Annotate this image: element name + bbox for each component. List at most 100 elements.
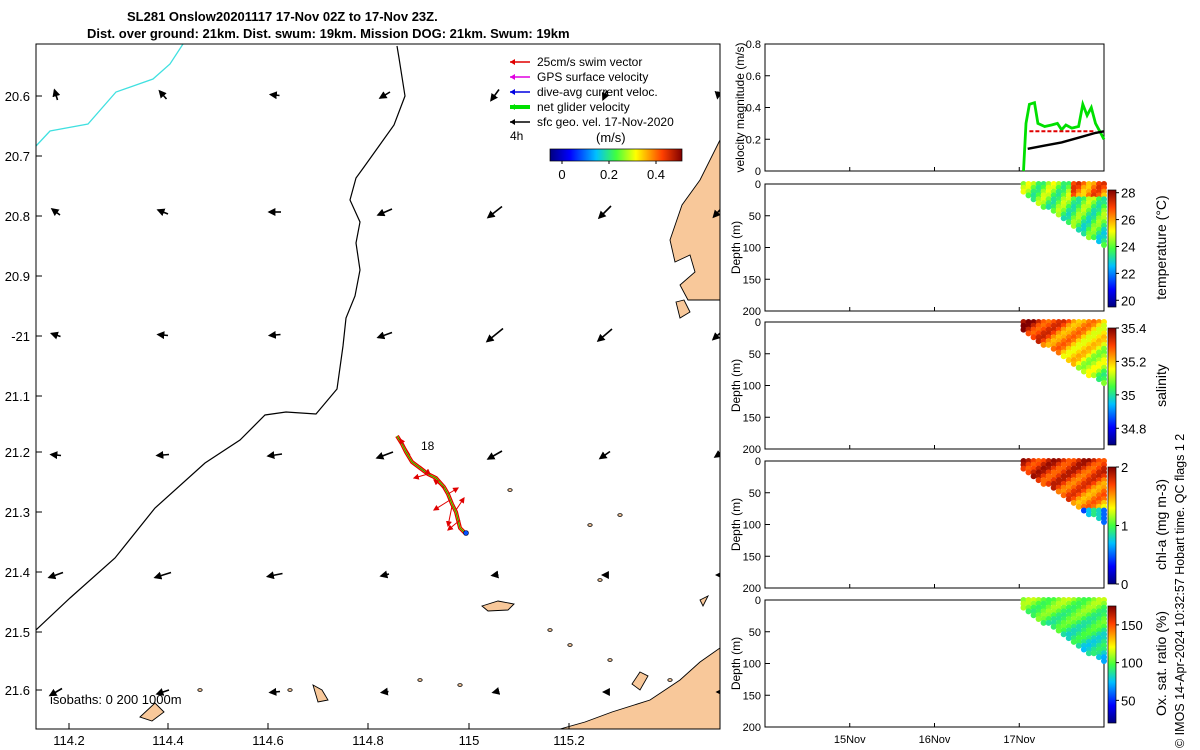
profile-panel: 0 50 100 150 200 Depth (m) 34.8 35 35.2 35.4 salin… [729, 317, 1169, 456]
swim-vector [447, 487, 460, 495]
map-y-tick-label: 20.8 [5, 209, 30, 224]
velocity-vector [490, 570, 499, 579]
profile-sample [1050, 623, 1057, 630]
track-end-marker [463, 530, 469, 536]
map-y-tick-label: 21.6 [5, 683, 30, 698]
colorbar-tick-label: 35.2 [1121, 354, 1146, 369]
velocity-vector [379, 570, 390, 579]
colorbar-tick-label: 20 [1121, 293, 1135, 308]
isobath-200m [36, 45, 406, 631]
profile-sample [1065, 219, 1072, 226]
map-x-tick-label: 115.2 [553, 733, 585, 748]
legend-label: net glider velocity [537, 100, 630, 114]
land-polygon [669, 139, 720, 301]
profile-sample [1075, 226, 1082, 233]
velocity-vector [265, 571, 283, 580]
legend-arrowhead [510, 74, 515, 80]
profile-dots [1020, 458, 1107, 525]
profile-sample [1075, 364, 1082, 371]
islet [197, 688, 203, 692]
colorbar-tick-label: 34.8 [1121, 421, 1146, 436]
legend-label: GPS surface velocity [537, 70, 648, 84]
velocity-vector [268, 91, 280, 100]
swim-vector [432, 499, 451, 511]
colorbar-tick-label: 35.4 [1121, 321, 1146, 336]
profile-panel: 0 50 100 150 200 Depth (m) 20 22 24 26 28 temperatu… [729, 179, 1169, 318]
swim-vector [399, 437, 411, 456]
y-tick-label: 0 [755, 595, 761, 607]
velocity-vector [155, 688, 170, 696]
colorbar-tick-label: 100 [1121, 656, 1143, 671]
colorbar-tick-label: 2 [1121, 460, 1128, 475]
y-tick-label: 0 [755, 179, 761, 191]
profile-sample [1035, 200, 1042, 207]
track-label: 18 [421, 439, 435, 453]
y-axis-label: Depth (m) [729, 498, 743, 551]
velocity-vector [491, 687, 501, 695]
panel-colorbar [1107, 466, 1117, 585]
velocity-vector [598, 450, 611, 460]
y-axis-label: velocity magnitude (m/s) [733, 42, 747, 172]
profile-sample [1101, 519, 1107, 525]
colorbar-tick-label: 28 [1121, 186, 1135, 201]
profile-sample [1080, 646, 1087, 653]
map-y-ticks: 20.6 20.7 20.8 20.9 -21 21.1 21.2 21.3 21.4 21.5 2… [5, 89, 42, 698]
profile-sample [1050, 207, 1057, 214]
colorbar-tick-label: 35 [1121, 388, 1135, 403]
swim-vector [447, 519, 461, 531]
panel-colorbar [1107, 189, 1117, 308]
time-tick-label: 15Nov [834, 734, 866, 746]
islet [607, 658, 613, 662]
profile-sample [1045, 341, 1052, 348]
y-tick-label: 50 [749, 627, 761, 639]
land-polygon [481, 600, 515, 612]
surface-velocity-vectors [47, 88, 720, 697]
profile-sample [1070, 499, 1077, 506]
profile-sample [1060, 631, 1067, 638]
y-tick-label: 100 [743, 243, 761, 255]
y-tick-label: 0.6 [746, 71, 761, 83]
map-y-tick-label: 21.1 [5, 389, 30, 404]
profile-sample [1065, 357, 1072, 364]
profile-sample [1040, 341, 1047, 348]
map-y-tick-label: 20.9 [5, 269, 30, 284]
land-polygon [559, 647, 720, 729]
velocity-vector [156, 208, 169, 217]
land-polygon [312, 684, 329, 703]
colorbar-unit: (m/s) [596, 130, 626, 145]
legend-label: 25cm/s swim vector [537, 55, 642, 69]
y-tick-label: 50 [749, 349, 761, 361]
profile-sample [1025, 469, 1032, 476]
panel-frame [764, 43, 1105, 172]
profile-sample [1101, 380, 1107, 386]
velocity-vector [50, 208, 61, 217]
islet [287, 688, 293, 692]
profile-dots [1020, 181, 1107, 248]
velocity-vector [713, 450, 720, 458]
colorbar-tick-label: 0.4 [647, 167, 665, 182]
colorbar-tick-label: 22 [1121, 266, 1135, 281]
profile-sample [1085, 372, 1092, 379]
time-tick-label: 17Nov [1003, 734, 1035, 746]
profile-panel: 0 50 100 150 200 Depth (m) 0 1 2 chl-a (mg m-3) [729, 456, 1169, 595]
velocity-vector [485, 327, 504, 343]
islet [597, 578, 603, 582]
y-tick-label: 50 [749, 211, 761, 223]
colorbar-tick-label: 26 [1121, 213, 1135, 228]
y-axis-label: Depth (m) [729, 221, 743, 274]
time-tick-label: 16Nov [919, 734, 951, 746]
legend-arrowhead [510, 104, 515, 110]
land-polygon [139, 702, 165, 722]
velocity-vector [155, 450, 170, 459]
colorbar-label: Ox. sat. ratio (%) [1153, 611, 1169, 716]
land-polygon [631, 671, 649, 691]
profile-sample [1025, 330, 1032, 337]
profile-sample [1030, 612, 1037, 619]
profile-sample [1025, 192, 1032, 199]
profile-sample [1085, 234, 1092, 241]
profile-sample [1060, 492, 1067, 499]
profile-sample [1045, 480, 1052, 487]
profile-sample [1060, 215, 1067, 222]
profile-sample [1080, 507, 1087, 514]
